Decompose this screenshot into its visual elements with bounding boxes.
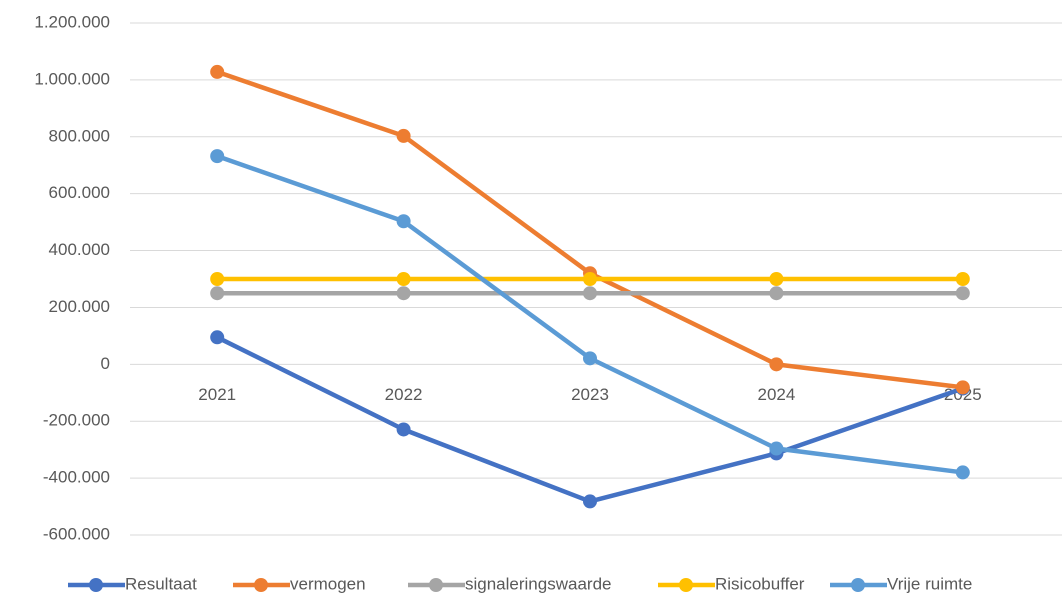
data-point [955,465,970,480]
data-point [769,441,784,456]
y-tick-label: 400.000 [49,240,110,259]
legend-label: vermogen [290,574,366,593]
y-tick-label: -200.000 [43,411,110,430]
data-point [769,357,784,372]
data-point [396,422,411,437]
x-tick-label: 2023 [571,385,609,404]
data-point [396,214,411,229]
data-point [769,286,784,301]
data-point [955,272,970,286]
data-point [210,286,225,301]
legend-marker [679,578,693,592]
data-point [583,351,597,366]
legend-label: Resultaat [125,574,197,593]
data-point [210,272,225,286]
series-line [216,69,964,390]
y-tick-label: 200.000 [49,297,110,316]
data-point [583,494,597,509]
legend-marker [254,578,268,592]
y-tick-label: 1.000.000 [34,69,110,88]
x-tick-label: 2024 [757,385,795,404]
legend-marker [429,578,443,592]
data-point [955,286,970,301]
data-point [769,272,784,286]
series-line [216,153,964,475]
data-point [210,64,225,79]
legend-label: Vrije ruimte [887,574,972,593]
x-tick-label: 2021 [198,385,236,404]
legend-marker [851,578,865,592]
data-point [396,128,411,143]
data-point [210,330,225,345]
data-point [396,286,411,301]
legend-marker [89,578,103,592]
y-tick-label: -600.000 [43,524,110,543]
y-tick-label: 600.000 [49,183,110,202]
y-tick-label: -400.000 [43,468,110,487]
legend-label: Risicobuffer [715,574,805,593]
y-tick-label: 1.200.000 [34,12,110,31]
data-point [955,380,970,395]
data-point [583,286,597,301]
x-tick-label: 2022 [385,385,423,404]
data-point [210,149,225,164]
data-point [396,272,411,286]
legend-label: signaleringswaarde [465,574,611,593]
y-tick-label: 800.000 [49,126,110,145]
y-tick-label: 0 [101,354,110,373]
data-point [583,272,597,286]
